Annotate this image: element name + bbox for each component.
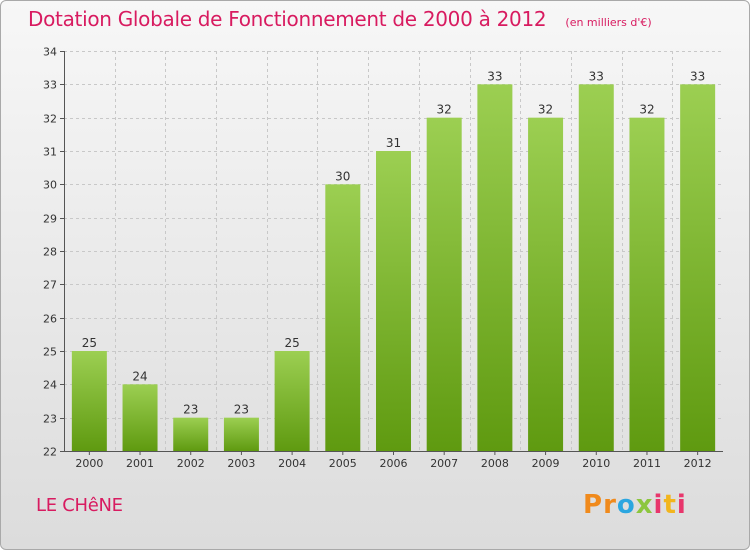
chart-title: Dotation Globale de Fonctionnement de 20… xyxy=(28,7,547,31)
y-tick-label: 29 xyxy=(43,213,57,226)
bar-2006 xyxy=(376,151,411,451)
x-tick-label: 2003 xyxy=(227,457,255,470)
title-row: Dotation Globale de Fonctionnement de 20… xyxy=(28,7,652,31)
x-tick-label: 2000 xyxy=(75,457,103,470)
axes: 22 23 24 25 26 27 28 29 30 31 32 33 34 2000 2001 2002 20… xyxy=(43,46,723,470)
data-label: 32 xyxy=(437,103,452,117)
x-tick-label: 2012 xyxy=(684,457,712,470)
data-label: 23 xyxy=(183,403,198,417)
bar-2002 xyxy=(173,417,209,451)
y-tick-label: 26 xyxy=(43,313,57,326)
data-label: 24 xyxy=(132,369,147,383)
data-label: 30 xyxy=(335,169,350,183)
x-tick-label: 2009 xyxy=(532,457,560,470)
x-tick-label: 2007 xyxy=(430,457,458,470)
y-tick-label: 32 xyxy=(43,113,57,126)
x-tick-label: 2005 xyxy=(329,457,357,470)
x-tick-label: 2002 xyxy=(177,457,205,470)
data-label: 31 xyxy=(386,136,401,150)
bar-2004 xyxy=(274,351,310,451)
data-label: 23 xyxy=(234,403,249,417)
bar-2010 xyxy=(578,84,614,451)
x-tick-label: 2001 xyxy=(126,457,154,470)
x-tick-label: 2006 xyxy=(380,457,408,470)
y-tick-label: 27 xyxy=(43,279,57,292)
data-labels: 25 24 23 23 25 30 31 32 33 32 33 32 33 xyxy=(82,69,706,416)
bar-2011 xyxy=(629,117,665,452)
y-tick-label: 33 xyxy=(43,79,57,92)
proxiti-logo: Proxiti xyxy=(583,490,687,520)
data-label: 32 xyxy=(538,103,553,117)
data-label: 32 xyxy=(639,103,654,117)
bar-2008 xyxy=(477,84,513,451)
bar-2012 xyxy=(680,84,716,451)
y-tick-label: 31 xyxy=(43,146,57,159)
data-label: 33 xyxy=(589,69,604,83)
y-tick-label: 23 xyxy=(43,413,57,426)
x-tick-label: 2011 xyxy=(633,457,661,470)
data-label: 33 xyxy=(487,69,502,83)
data-label: 25 xyxy=(284,336,299,350)
bars xyxy=(71,84,716,452)
bar-2007 xyxy=(426,117,462,452)
y-tick-label: 28 xyxy=(43,246,57,259)
y-tick-label: 24 xyxy=(43,379,57,392)
commune-name: LE CHêNE xyxy=(36,495,123,516)
bar-2003 xyxy=(223,417,259,451)
bar-2000 xyxy=(71,351,107,451)
y-tick-label: 22 xyxy=(43,446,57,459)
y-tick-label: 25 xyxy=(43,346,57,359)
data-label: 33 xyxy=(690,69,705,83)
x-tick-label: 2004 xyxy=(278,457,306,470)
x-tick-label: 2008 xyxy=(481,457,509,470)
y-tick-label: 30 xyxy=(43,179,57,192)
y-tick-label: 34 xyxy=(43,46,57,59)
x-tick-label: 2010 xyxy=(582,457,610,470)
data-label: 25 xyxy=(82,336,97,350)
bar-2005 xyxy=(325,184,361,452)
bar-2001 xyxy=(122,384,158,451)
chart-unit: (en milliers d'€) xyxy=(565,16,652,29)
bar-2009 xyxy=(528,117,564,452)
